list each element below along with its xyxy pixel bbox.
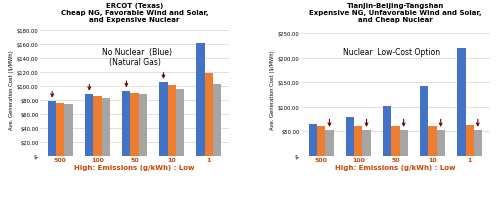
Bar (176, 90, 184, 156)
Bar (138, 95, 147, 156)
Text: No Nuclear  (Blue)
   (Natural Gas): No Nuclear (Blue) (Natural Gas) (102, 48, 172, 67)
Bar (130, 93, 138, 156)
Bar (196, 43, 204, 156)
Title: Tianjin-Beijing-Tangshan
Expensive NG, Unfavorable Wind and Solar,
and Cheap Nuc: Tianjin-Beijing-Tangshan Expensive NG, U… (309, 3, 482, 23)
Bar (392, 127, 400, 156)
Bar (420, 87, 428, 156)
Bar (48, 102, 56, 156)
Bar (85, 95, 94, 156)
Bar (354, 127, 362, 156)
Bar (436, 131, 445, 156)
Y-axis label: Ave. Generation Cost ($/MWh): Ave. Generation Cost ($/MWh) (270, 50, 275, 130)
Bar (466, 126, 473, 156)
Bar (400, 131, 407, 156)
Bar (428, 127, 436, 156)
Bar (317, 127, 326, 156)
X-axis label: High: Emissions (g/kWh) : Low: High: Emissions (g/kWh) : Low (74, 164, 195, 170)
Bar (346, 118, 354, 156)
Bar (102, 98, 110, 156)
Bar (160, 83, 168, 156)
Bar (309, 124, 317, 156)
Text: Nuclear  Low-Cost Option: Nuclear Low-Cost Option (342, 48, 440, 57)
X-axis label: High: Emissions (g/kWh) : Low: High: Emissions (g/kWh) : Low (335, 164, 456, 170)
Bar (168, 86, 175, 156)
Y-axis label: Ave. Generation Cost ($/MWh): Ave. Generation Cost ($/MWh) (9, 50, 14, 130)
Bar (64, 105, 72, 156)
Bar (213, 84, 221, 156)
Bar (326, 131, 334, 156)
Bar (474, 131, 482, 156)
Bar (383, 106, 392, 156)
Title: ERCOT (Texas)
Cheap NG, Favorable Wind and Solar,
and Expensive Nuclear: ERCOT (Texas) Cheap NG, Favorable Wind a… (60, 3, 208, 23)
Bar (362, 131, 370, 156)
Bar (204, 73, 213, 156)
Bar (94, 96, 102, 156)
Bar (458, 48, 466, 156)
Bar (122, 91, 130, 156)
Bar (56, 103, 64, 156)
